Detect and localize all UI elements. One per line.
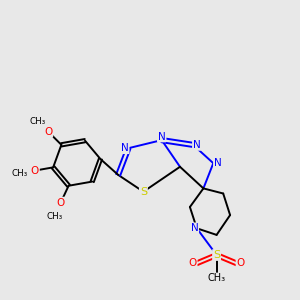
Text: S: S bbox=[140, 187, 147, 197]
Text: CH₃: CH₃ bbox=[46, 212, 62, 221]
Text: O: O bbox=[44, 127, 52, 137]
Text: O: O bbox=[57, 198, 65, 208]
Text: S: S bbox=[213, 250, 220, 260]
Text: N: N bbox=[121, 143, 129, 153]
Text: N: N bbox=[193, 140, 201, 150]
Text: O: O bbox=[188, 258, 197, 268]
Text: CH₃: CH₃ bbox=[12, 169, 28, 178]
Text: N: N bbox=[158, 131, 166, 142]
Text: CH₃: CH₃ bbox=[29, 117, 46, 126]
Text: O: O bbox=[236, 258, 245, 268]
Text: N: N bbox=[190, 223, 198, 233]
Text: CH₃: CH₃ bbox=[208, 273, 226, 284]
Text: N: N bbox=[214, 158, 222, 168]
Text: O: O bbox=[31, 166, 39, 176]
